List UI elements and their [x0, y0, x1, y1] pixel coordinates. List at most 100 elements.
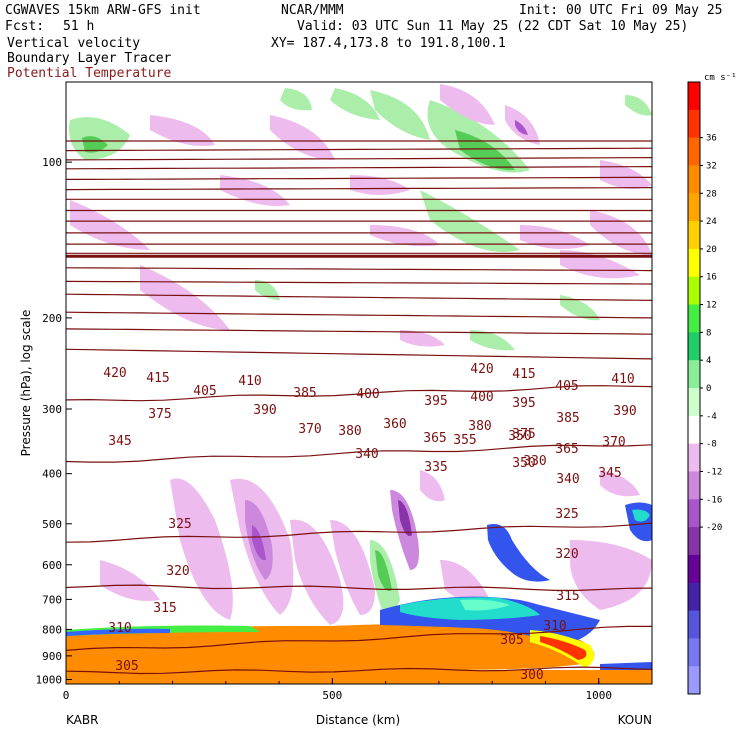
colorbar-swatch — [688, 193, 700, 222]
colorbar-label: -16 — [706, 495, 722, 505]
shaded-fields — [66, 84, 652, 684]
field-blob — [600, 470, 640, 497]
isentrope-label: 350 — [508, 429, 531, 444]
field-blob — [330, 520, 375, 615]
field-blob — [220, 175, 290, 206]
field-blob — [625, 502, 652, 542]
field-blob — [150, 115, 215, 146]
field-blob — [400, 330, 445, 347]
model-title: CGWAVES 15km ARW-GFS init — [5, 3, 201, 18]
isentrope-line — [65, 444, 653, 463]
isentrope-label: 355 — [453, 433, 476, 448]
field-blob — [440, 560, 490, 604]
x-tick-label: 500 — [322, 689, 342, 702]
colorbar-swatch — [688, 360, 700, 389]
isentrope-label: 385 — [556, 411, 579, 426]
isentrope-line — [65, 267, 653, 272]
colorbar-swatch — [688, 137, 700, 166]
isentrope-line — [65, 293, 653, 301]
isentrope-label: 340 — [556, 472, 579, 487]
colorbar-swatch — [688, 304, 700, 333]
field-blob — [330, 88, 380, 120]
field-blob — [560, 295, 600, 321]
colorbar-swatch — [688, 82, 700, 111]
colorbar-swatch — [688, 610, 700, 639]
colorbar-label: 32 — [706, 161, 717, 171]
isentrope-label: 320 — [166, 564, 189, 579]
xy-endpoints: XY= 187.4,173.8 to 191.8,100.1 — [271, 36, 506, 51]
y-tick-label: 200 — [42, 312, 62, 325]
field-blob — [455, 130, 515, 171]
isentrope-label: 400 — [356, 387, 379, 402]
isentrope-label: 370 — [298, 422, 321, 437]
field-blob — [440, 84, 495, 125]
isentrope-label: 380 — [338, 424, 361, 439]
isentrope-line — [65, 584, 653, 591]
colorbar-label: -12 — [706, 467, 722, 477]
colorbar-swatch — [688, 221, 700, 250]
init-time: Init: 00 UTC Fri 09 May 25 — [519, 3, 723, 18]
field-blob — [375, 550, 392, 591]
isentrope-label: 330 — [523, 454, 546, 469]
isentrope-label: 360 — [383, 417, 406, 432]
left-endpoint-label: KABR — [66, 713, 98, 727]
colorbar-swatch — [688, 415, 700, 445]
isentrope-label: 365 — [555, 442, 578, 457]
y-tick-label: 400 — [42, 468, 62, 481]
y-tick-label: 700 — [42, 593, 62, 606]
colorbar-swatch — [688, 554, 700, 584]
colorbar-swatch — [688, 666, 700, 695]
isentrope-label: 350 — [512, 456, 535, 471]
colorbar-label: -8 — [706, 440, 717, 450]
isentrope-label: 385 — [293, 386, 316, 401]
colorbar-swatch — [688, 638, 700, 667]
y-tick-label: 600 — [42, 559, 62, 572]
field-boundary-layer-tracer: Boundary Layer Tracer — [7, 51, 172, 66]
x-axis-title: Distance (km) — [316, 713, 400, 727]
isentrope-label: 370 — [602, 435, 625, 450]
isentrope-line — [65, 166, 653, 170]
isentrope-label: 345 — [108, 434, 131, 449]
y-tick-label: 900 — [42, 650, 62, 663]
isentrope-label: 400 — [470, 390, 493, 405]
isentrope-line — [65, 666, 653, 675]
field-blob — [66, 628, 170, 636]
field-blob — [185, 300, 220, 325]
isentrope-label: 405 — [555, 379, 578, 394]
y-tick-label: 100 — [42, 156, 62, 169]
field-blob — [290, 519, 344, 625]
y-tick-label: 1000 — [36, 674, 63, 687]
isentrope-label: 410 — [611, 372, 634, 387]
colorbar-swatch — [688, 165, 700, 194]
field-blob — [560, 250, 640, 279]
y-axis-title: Pressure (hPa), log scale — [19, 310, 33, 457]
field-blob — [460, 599, 510, 611]
colorbar-swatch — [688, 582, 700, 612]
colorbar-label: 36 — [706, 134, 717, 144]
isentrope-label: 395 — [512, 396, 535, 411]
isentrope-label: 395 — [424, 394, 447, 409]
colorbar-label: 0 — [706, 384, 711, 394]
colorbar-label: -4 — [706, 412, 717, 422]
colorbar-swatch — [688, 332, 700, 361]
field-blob — [625, 95, 652, 116]
plot-frame — [65, 81, 653, 685]
colorbar-label: 4 — [706, 356, 711, 366]
field-blob — [505, 105, 540, 145]
field-blob — [100, 560, 160, 601]
colorbar-swatch — [688, 471, 700, 500]
colorbar-label: 20 — [706, 245, 717, 255]
right-endpoint-label: KOUN — [618, 713, 652, 727]
forecast-hour: 51 h — [63, 19, 95, 34]
isentrope-line — [65, 147, 653, 152]
field-blob — [470, 330, 515, 351]
colorbar-label: 24 — [706, 217, 717, 227]
isentrope-label: 315 — [556, 589, 579, 604]
colorbar-label: -20 — [706, 523, 722, 533]
isentrope-label: 310 — [108, 621, 131, 636]
isentrope-label: 320 — [555, 547, 578, 562]
isentrope-label: 305 — [500, 633, 523, 648]
field-blob — [398, 500, 412, 536]
field-blob — [350, 175, 410, 195]
